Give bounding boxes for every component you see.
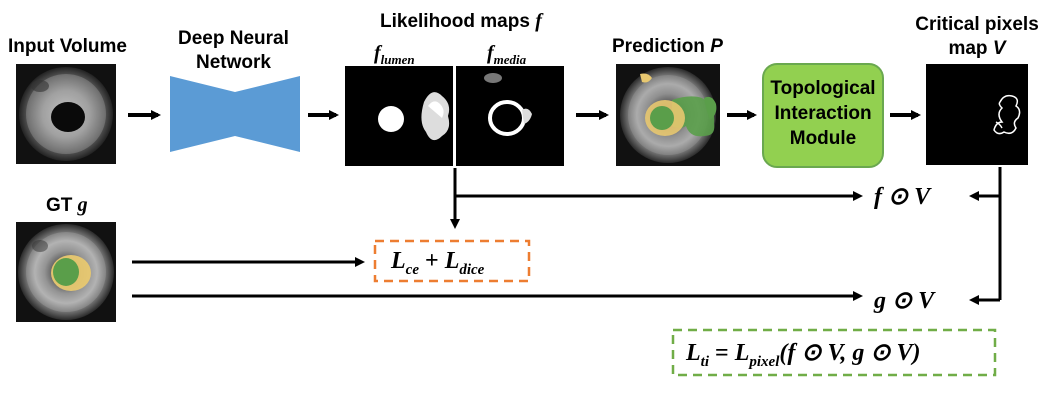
input-volume-label: Input Volume	[8, 36, 127, 57]
media-likelihood-map	[456, 66, 564, 166]
f-lumen-sub: lumen	[380, 52, 415, 67]
loss-ce-dice-formula: Lce + Ldice	[391, 248, 484, 279]
lpixel-sub: pixel	[749, 353, 780, 370]
f-media-label: fmedia	[487, 42, 526, 68]
loss-plus: +	[419, 248, 445, 274]
loss-dice-l: L	[444, 248, 460, 274]
prediction-label: Prediction P	[612, 36, 723, 58]
loss-ti-formula: Lti = Lpixel(f ⊙ V, g ⊙ V)	[686, 338, 921, 371]
loss-ce-l: L	[391, 248, 406, 274]
tim-label-line2: Interaction	[774, 103, 872, 124]
critical-label-line2: map V	[912, 38, 1042, 60]
lumen-likelihood-map	[345, 66, 453, 166]
f-media-sub: media	[493, 52, 527, 67]
tim-box	[762, 63, 884, 168]
gt-g-symbol: g	[77, 194, 88, 216]
tim-label-line3: Module	[789, 128, 857, 149]
f-media-base: f	[487, 42, 494, 64]
loss-ce-sub: ce	[405, 261, 419, 278]
gt-text: GT	[46, 195, 73, 216]
gt-label: GT g	[46, 194, 88, 217]
critical-pixels-map	[926, 64, 1028, 165]
likelihood-maps-text: Likelihood maps	[380, 11, 530, 32]
loss-ce-dice-box	[373, 239, 531, 283]
critical-map-text: map	[948, 38, 988, 59]
loss-dice-sub: dice	[459, 261, 485, 278]
likelihood-maps-label: Likelihood maps f	[380, 10, 542, 33]
lti-l: L	[686, 340, 701, 366]
likelihood-f-symbol: f	[535, 10, 542, 32]
gt-image	[16, 222, 116, 322]
dnn-label-line1: Deep Neural	[178, 28, 289, 49]
f-lumen-label: flumen	[374, 42, 415, 68]
lpixel-l: L	[734, 340, 750, 366]
lpixel-args: (f ⊙ V, g ⊙ V)	[779, 340, 921, 366]
dnn-hourglass-shape	[170, 76, 300, 152]
f-odot-v-label: f ⊙ V	[874, 184, 931, 210]
prediction-text: Prediction	[612, 36, 705, 57]
prediction-p-symbol: P	[710, 36, 723, 57]
lti-eq: =	[709, 340, 735, 366]
g-odot-v-label: g ⊙ V	[874, 288, 935, 314]
input-volume-image	[16, 64, 116, 164]
dnn-label-line2: Network	[196, 52, 271, 73]
f-lumen-base: f	[374, 42, 381, 64]
critical-v-symbol: V	[992, 38, 1006, 59]
prediction-image	[616, 64, 720, 166]
tim-label-line1: Topological	[770, 78, 876, 99]
loss-ti-box	[671, 328, 997, 377]
critical-label-line1: Critical pixels	[915, 14, 1039, 35]
lti-sub: ti	[700, 353, 710, 370]
